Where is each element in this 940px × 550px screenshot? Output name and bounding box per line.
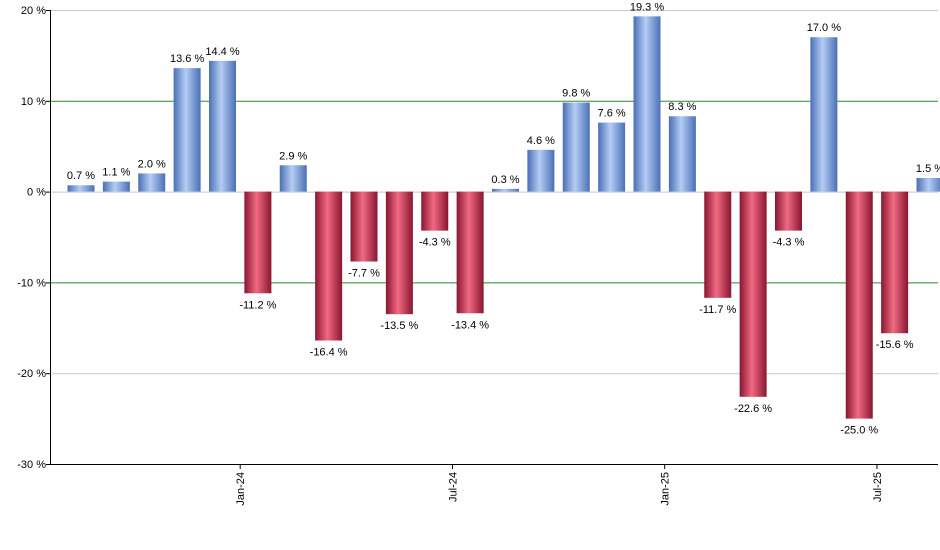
data-label: 4.6 % bbox=[527, 135, 555, 147]
bars bbox=[67, 16, 940, 419]
data-label: -25.0 % bbox=[840, 425, 878, 437]
bar bbox=[350, 191, 378, 262]
data-label: -16.4 % bbox=[310, 347, 348, 359]
data-label: -22.6 % bbox=[734, 403, 772, 415]
x-tick-label: Jan-24 bbox=[235, 472, 247, 506]
bar bbox=[704, 191, 732, 298]
y-axis-tick-labels: 20 % 10 % 0 % -10 % -20 % -30 % bbox=[17, 5, 46, 471]
data-label: 0.7 % bbox=[67, 170, 95, 182]
y-tick-label: -10 % bbox=[17, 277, 46, 289]
bar bbox=[633, 16, 661, 192]
data-label: 19.3 % bbox=[630, 1, 664, 13]
data-label: 2.0 % bbox=[138, 158, 166, 170]
bar bbox=[527, 149, 555, 192]
data-label: 0.3 % bbox=[491, 174, 519, 186]
data-label: -7.7 % bbox=[348, 268, 380, 280]
data-label: 17.0 % bbox=[807, 22, 841, 34]
data-labels: 0.7 % 1.1 % 2.0 % 13.6 %14.4 % -11.2 % 2.9 % -… bbox=[67, 1, 940, 436]
bar bbox=[881, 191, 909, 334]
bar bbox=[244, 191, 272, 294]
bar bbox=[315, 191, 343, 341]
data-label: 1.5 % bbox=[916, 163, 940, 175]
x-tick-label: Jul-25 bbox=[872, 472, 884, 502]
bar bbox=[279, 165, 307, 192]
data-label: 2.9 % bbox=[279, 150, 307, 162]
bar bbox=[421, 191, 449, 231]
bar bbox=[668, 116, 696, 192]
x-tick-label: Jan-25 bbox=[660, 472, 672, 506]
axes bbox=[50, 10, 938, 469]
bar bbox=[209, 60, 236, 192]
x-tick-label: Jul-24 bbox=[447, 472, 459, 502]
bar bbox=[598, 122, 626, 192]
data-label: -4.3 % bbox=[419, 237, 451, 249]
data-label: 1.1 % bbox=[102, 167, 130, 179]
x-axis-tick-labels: Jan-24 Jul-24 Jan-25 Jul-25 bbox=[235, 472, 884, 506]
data-label: -13.5 % bbox=[380, 320, 418, 332]
y-tick-label: 10 % bbox=[21, 96, 46, 108]
bar bbox=[775, 191, 802, 231]
bar bbox=[492, 188, 519, 192]
data-label: 9.8 % bbox=[562, 88, 590, 100]
data-label: 14.4 % bbox=[205, 46, 239, 58]
data-label: -13.4 % bbox=[451, 319, 489, 331]
bar bbox=[562, 102, 590, 192]
data-label: 8.3 % bbox=[668, 101, 696, 113]
data-label: -11.2 % bbox=[239, 299, 276, 311]
data-label: 7.6 % bbox=[598, 108, 626, 120]
bar bbox=[138, 173, 166, 192]
y-tick-label: -30 % bbox=[17, 459, 46, 471]
bar bbox=[810, 37, 838, 192]
bar bbox=[67, 185, 95, 192]
bar bbox=[456, 191, 484, 314]
bar bbox=[916, 177, 940, 192]
y-tick-label: 20 % bbox=[21, 5, 46, 17]
bar bbox=[739, 191, 767, 397]
data-label: -4.3 % bbox=[773, 237, 805, 249]
data-label: 13.6 % bbox=[170, 53, 204, 65]
bar bbox=[385, 191, 413, 315]
bar bbox=[102, 181, 130, 192]
y-tick-label: -20 % bbox=[17, 368, 46, 380]
data-label: -15.6 % bbox=[876, 339, 914, 351]
bar bbox=[173, 68, 201, 192]
bar bbox=[845, 191, 873, 419]
data-label: -11.7 % bbox=[699, 304, 736, 316]
y-tick-label: 0 % bbox=[27, 187, 46, 199]
